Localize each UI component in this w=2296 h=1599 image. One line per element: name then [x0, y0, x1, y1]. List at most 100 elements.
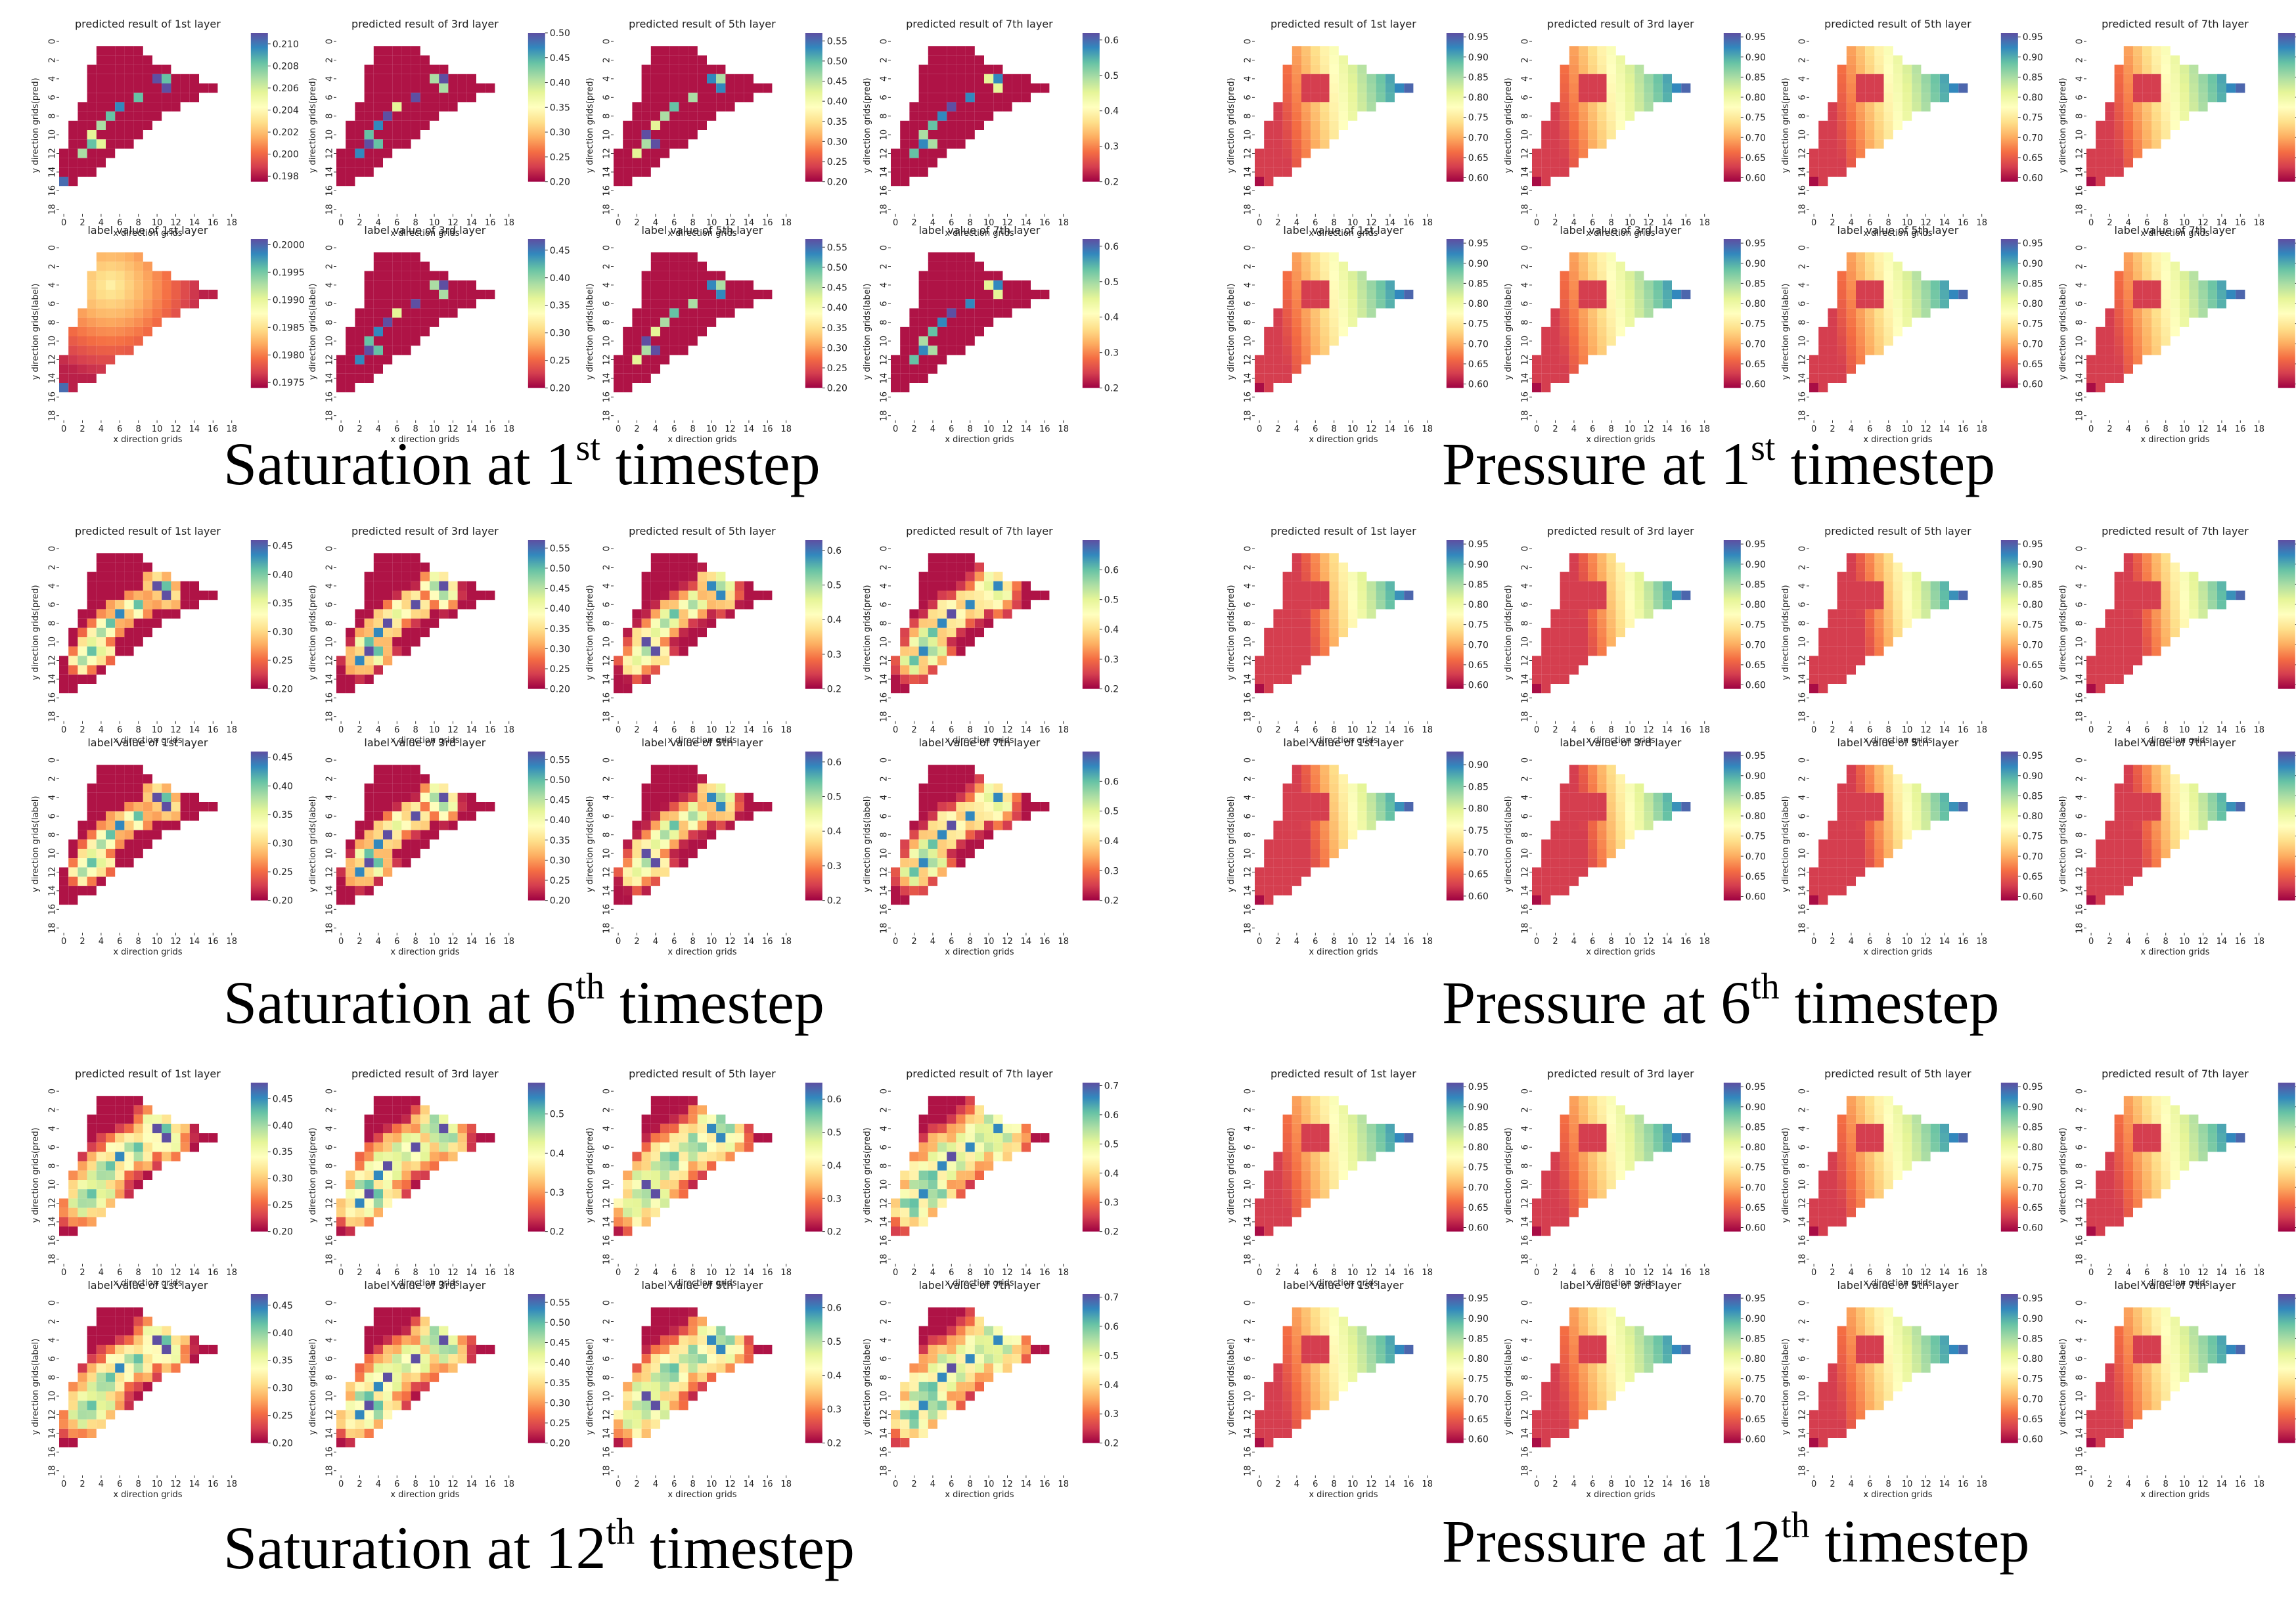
heatmap-cell: [725, 74, 735, 83]
heatmap-cell: [430, 299, 439, 309]
heatmap-cell: [1320, 627, 1330, 637]
heatmap-cell: [1311, 581, 1320, 591]
heatmap-cell: [1912, 609, 1922, 619]
x-tick-label: 4: [99, 424, 104, 434]
heatmap-cell: [1588, 591, 1598, 600]
y-tick-label: 2: [880, 776, 889, 781]
heatmap-cell: [2123, 93, 2133, 102]
heatmap-cell: [1883, 102, 1893, 112]
heatmap-cell: [1012, 591, 1022, 600]
heatmap-cell: [734, 591, 744, 600]
y-tick-label: 12: [1521, 354, 1531, 365]
heatmap-cell: [96, 792, 106, 802]
x-tick-label: 12: [170, 937, 181, 947]
heatmap-cell: [669, 765, 679, 775]
heatmap-cell: [430, 74, 439, 83]
heatmap-cell: [106, 646, 116, 656]
heatmap-cell: [2180, 74, 2190, 83]
heatmap-cell: [688, 327, 698, 336]
heatmap-cell: [336, 355, 346, 365]
heatmap-cell: [937, 120, 947, 130]
x-tick-label: 0: [1257, 424, 1262, 434]
heatmap-cell: [346, 895, 355, 905]
heatmap-cell: [383, 280, 393, 290]
heatmap-cell: [1874, 591, 1884, 600]
heatmap-cell: [355, 867, 365, 877]
heatmap-cell: [392, 83, 402, 93]
y-tick-label: 12: [325, 148, 335, 159]
heatmap-cell: [1021, 802, 1031, 812]
heatmap-cell: [68, 139, 78, 149]
heatmap-cell: [87, 618, 97, 628]
y-tick-label: 10: [1798, 336, 1808, 347]
heatmap-cell: [725, 102, 735, 112]
heatmap-cell: [2161, 290, 2171, 300]
heatmap-cell: [1939, 581, 1949, 591]
heatmap-cell: [457, 802, 467, 812]
heatmap-cell: [68, 355, 78, 365]
heatmap-cell: [373, 271, 383, 281]
heatmap-cell: [96, 120, 106, 130]
heatmap-cell: [1329, 600, 1339, 610]
colorbar-tick-label: 0.70: [1745, 339, 1766, 349]
heatmap-cell: [918, 139, 928, 149]
heatmap-cell: [346, 627, 355, 637]
heatmap-cell: [2161, 299, 2171, 309]
y-tick-label: 0: [325, 757, 335, 763]
y-tick-label: 2: [602, 263, 612, 269]
heatmap-cell: [373, 656, 383, 665]
heatmap-cell: [956, 83, 966, 93]
heatmap-cell: [900, 120, 910, 130]
colorbar-tick-label: 0.30: [550, 644, 570, 654]
colorbar-tick-label: 0.60: [1745, 681, 1766, 691]
heatmap-cell: [1818, 627, 1828, 637]
heatmap-cells-pressure-t1-pred-l3: [1532, 46, 1691, 187]
heatmap-cell: [1930, 290, 1940, 300]
heatmap-cell: [355, 886, 365, 895]
heatmap-cell: [1874, 280, 1884, 290]
heatmap-cell: [900, 684, 910, 694]
heatmap-cell: [1828, 158, 1837, 168]
heatmap-cell: [679, 765, 688, 775]
y-tick-label: 10: [602, 129, 612, 141]
heatmap-cell: [2114, 299, 2124, 309]
heatmap-cell: [918, 674, 928, 684]
heatmap-cell: [162, 74, 171, 83]
heatmap-cell: [1615, 93, 1625, 102]
heatmap-cell: [707, 830, 717, 840]
x-tick-label: 12: [1002, 424, 1013, 434]
y-tick-label: 2: [1798, 263, 1808, 269]
heatmap-cell: [1338, 317, 1348, 327]
heatmap-cell: [401, 849, 411, 859]
y-tick-label: 12: [602, 354, 612, 365]
heatmap-cell: [411, 792, 420, 802]
heatmap-cell: [1541, 167, 1551, 177]
x-tick-label: 10: [152, 937, 163, 947]
heatmap-cell: [2151, 627, 2161, 637]
heatmap-cell: [364, 120, 374, 130]
heatmap-cell: [2123, 308, 2133, 318]
heatmap-cell: [1930, 280, 1940, 290]
heatmap-cell: [688, 130, 698, 140]
heatmap-cell: [420, 581, 430, 591]
heatmap-cell: [68, 665, 78, 675]
heatmap-cell: [965, 572, 975, 581]
heatmap-cell: [96, 646, 106, 656]
heatmap-cell: [401, 802, 411, 812]
heatmap-cell: [1597, 308, 1607, 318]
y-tick-label: 16: [602, 904, 612, 915]
colorbar-tick-label: 0.1975: [273, 378, 305, 388]
heatmap-cell: [152, 290, 162, 300]
heatmap-cell: [383, 55, 393, 65]
heatmap-cell: [918, 373, 928, 383]
heatmap-cell: [1874, 139, 1884, 149]
heatmap-cell: [1883, 336, 1893, 346]
heatmap-cell: [152, 308, 162, 318]
heatmap-cell: [928, 876, 937, 886]
heatmap-cell: [355, 656, 365, 665]
heatmap-cell: [392, 74, 402, 83]
heatmap-cell: [1856, 64, 1866, 74]
heatmap-cell: [697, 839, 707, 849]
heatmap-cell: [2161, 120, 2171, 130]
heatmap-cell: [133, 252, 143, 262]
